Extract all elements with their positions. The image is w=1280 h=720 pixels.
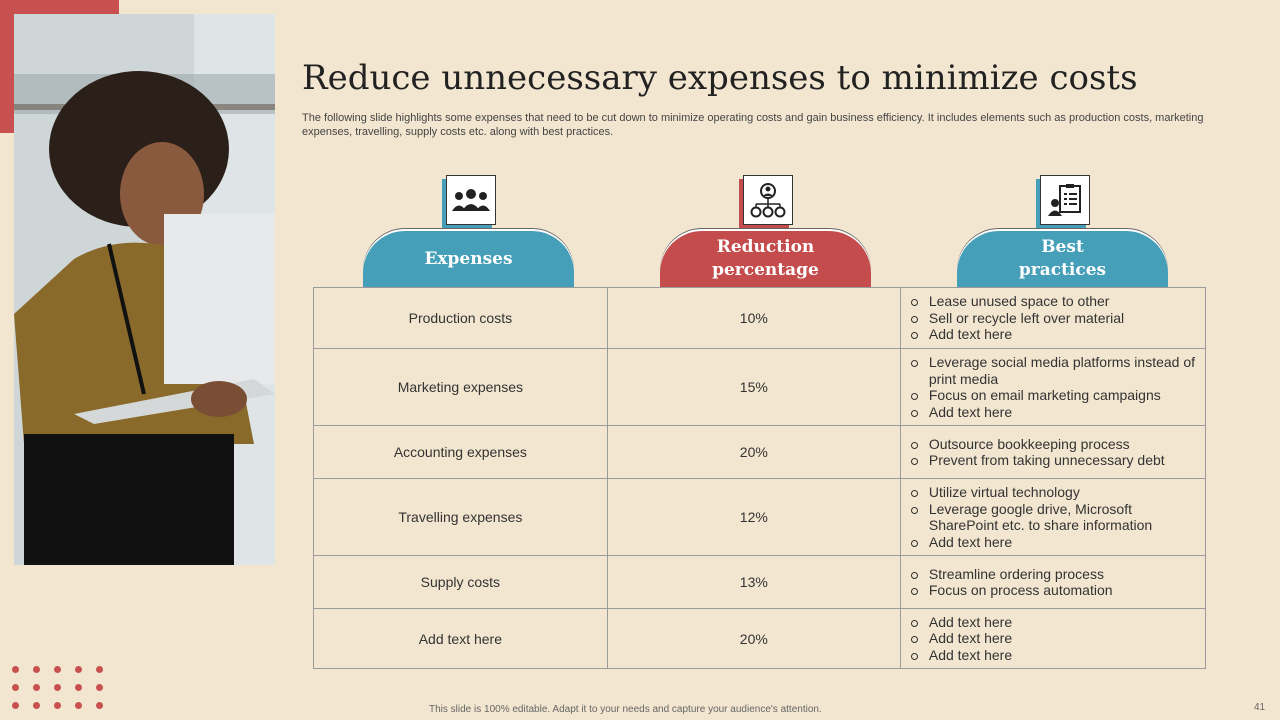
reduction-cell: 20%	[606, 608, 901, 669]
clipboard-person-icon	[1040, 175, 1090, 225]
hierarchy-icon	[743, 175, 793, 225]
best-practices-cell: Lease unused space to other Sell or recyc…	[899, 287, 1207, 349]
column-header-best-practices: Best practices	[957, 231, 1168, 287]
woman-with-laptop-photo	[14, 14, 275, 565]
expense-cell: Supply costs	[313, 555, 608, 609]
page-subtitle: The following slide highlights some expe…	[302, 112, 1204, 138]
practice-item: Add text here	[910, 404, 1205, 421]
reduction-cell: 10%	[606, 287, 901, 349]
practice-item: Add text here	[910, 326, 1205, 343]
best-practices-cell: Add text here Add text here Add text here	[899, 608, 1207, 669]
reduction-cell: 12%	[606, 478, 901, 556]
practice-item: Focus on email marketing campaigns	[910, 387, 1205, 404]
practice-list: Utilize virtual technology Leverage googl…	[910, 484, 1205, 551]
practice-item: Add text here	[910, 534, 1205, 551]
practice-item: Prevent from taking unnecessary debt	[910, 452, 1205, 469]
best-practices-cell: Outsource bookkeeping process Prevent fro…	[899, 425, 1207, 479]
expense-cell: Marketing expenses	[313, 348, 608, 426]
reduction-cell: 13%	[606, 555, 901, 609]
practice-list: Outsource bookkeeping process Prevent fro…	[910, 436, 1205, 469]
expense-cell: Production costs	[313, 287, 608, 349]
practice-list: Leverage social media platforms instead …	[910, 354, 1205, 421]
expense-cell: Add text here	[313, 608, 608, 669]
column-header-reduction: Reduction percentage	[660, 231, 871, 287]
reduction-cell: 15%	[606, 348, 901, 426]
table-row: Accounting expenses 20% Outsource bookkeep…	[313, 425, 1207, 479]
expense-cell: Travelling expenses	[313, 478, 608, 556]
practice-item: Outsource bookkeeping process	[910, 436, 1205, 453]
practice-item: Utilize virtual technology	[910, 484, 1205, 501]
table-row: Production costs 10% Lease unused space to…	[313, 287, 1207, 349]
table-row: Add text here 20% Add text here Add text he…	[313, 608, 1207, 669]
column-header-expenses: Expenses	[363, 231, 574, 287]
practice-item: Add text here	[910, 647, 1205, 664]
people-group-icon	[446, 175, 496, 225]
practice-item: Streamline ordering process	[910, 566, 1205, 583]
practice-list: Streamline ordering process Focus on proc…	[910, 566, 1205, 599]
table-row: Marketing expenses 15% Leverage social med…	[313, 348, 1207, 426]
best-practices-cell: Utilize virtual technology Leverage googl…	[899, 478, 1207, 556]
table-row: Supply costs 13% Streamline ordering proce…	[313, 555, 1207, 609]
best-practices-cell: Leverage social media platforms instead …	[899, 348, 1207, 426]
best-practices-cell: Streamline ordering process Focus on proc…	[899, 555, 1207, 609]
practice-item: Leverage google drive, Microsoft SharePo…	[910, 501, 1205, 534]
practice-item: Lease unused space to other	[910, 293, 1205, 310]
practice-item: Add text here	[910, 630, 1205, 647]
decorative-dots	[12, 666, 112, 712]
practice-item: Sell or recycle left over material	[910, 310, 1205, 327]
practice-item: Leverage social media platforms instead …	[910, 354, 1205, 387]
expense-cell: Accounting expenses	[313, 425, 608, 479]
page-number: 41	[1254, 702, 1266, 713]
table-row: Travelling expenses 12% Utilize virtual te…	[313, 478, 1207, 556]
footer-note: This slide is 100% editable. Adapt it to…	[429, 704, 822, 715]
practice-list: Lease unused space to other Sell or recyc…	[910, 293, 1205, 343]
expense-table: Production costs 10% Lease unused space to…	[313, 287, 1207, 669]
reduction-cell: 20%	[606, 425, 901, 479]
practice-item: Focus on process automation	[910, 582, 1205, 599]
page-title: Reduce unnecessary expenses to minimize …	[302, 58, 1138, 98]
practice-item: Add text here	[910, 614, 1205, 631]
practice-list: Add text here Add text here Add text here	[910, 614, 1205, 664]
